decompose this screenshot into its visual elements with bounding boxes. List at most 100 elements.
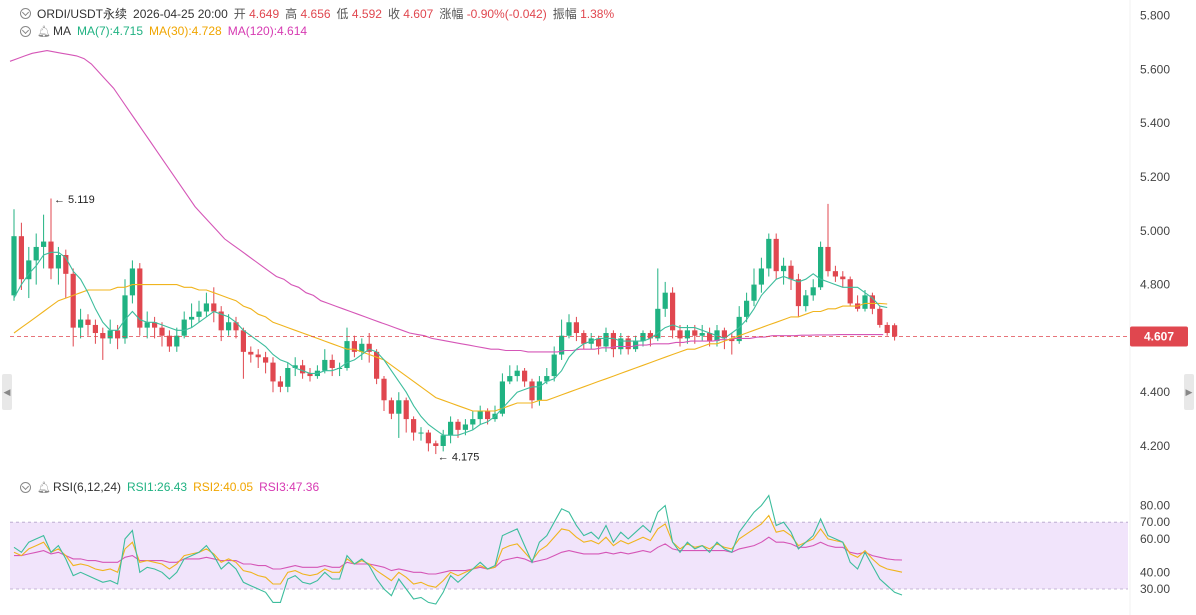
candle-body bbox=[351, 341, 357, 352]
change-label: 涨幅 bbox=[439, 7, 464, 21]
candle bbox=[847, 276, 853, 307]
candle-body bbox=[647, 333, 653, 339]
candle bbox=[85, 314, 91, 336]
candle-body bbox=[633, 341, 639, 350]
candle-body bbox=[248, 351, 254, 355]
candle bbox=[736, 306, 742, 344]
candle bbox=[226, 314, 232, 336]
candle-body bbox=[255, 354, 261, 358]
candle bbox=[470, 411, 476, 430]
candle-body bbox=[781, 265, 787, 272]
candle-body bbox=[448, 421, 454, 436]
candle-body bbox=[640, 333, 646, 342]
price-tick-label: 4.400 bbox=[1140, 385, 1170, 399]
candle bbox=[181, 311, 187, 339]
candle bbox=[159, 322, 165, 347]
candle-body bbox=[736, 316, 742, 342]
collapse-icon[interactable] bbox=[20, 25, 31, 37]
candle bbox=[810, 279, 816, 301]
candle-body bbox=[85, 319, 91, 325]
low-label: 低 bbox=[336, 7, 349, 21]
candle-body bbox=[100, 333, 106, 339]
candle bbox=[115, 324, 121, 350]
candle bbox=[137, 263, 143, 336]
candle bbox=[433, 440, 439, 455]
candle bbox=[758, 257, 764, 293]
candle-body bbox=[618, 338, 624, 350]
ma-header: 🔔︎ MA MA(7):4.715 MA(30):4.728 MA(120):4… bbox=[20, 24, 307, 38]
candle bbox=[411, 416, 417, 441]
candle-body bbox=[211, 303, 217, 312]
candle-body bbox=[766, 238, 772, 269]
scroll-right-button[interactable]: ▶ bbox=[1184, 374, 1194, 410]
candle bbox=[152, 316, 158, 339]
candle bbox=[285, 362, 291, 393]
candle-body bbox=[144, 322, 150, 328]
candle-body bbox=[18, 236, 24, 280]
rsi-band-fill bbox=[10, 522, 1128, 589]
candle bbox=[877, 306, 883, 328]
last-price-label: 4.607 bbox=[1144, 330, 1174, 344]
candle-body bbox=[840, 276, 846, 280]
candle-body bbox=[514, 370, 520, 377]
amplitude-value: 1.38% bbox=[580, 7, 615, 21]
ma30-value: MA(30):4.728 bbox=[149, 24, 222, 38]
candle-body bbox=[433, 443, 439, 446]
price-tick-label: 5.200 bbox=[1140, 170, 1170, 184]
candle bbox=[781, 257, 787, 285]
candle-body bbox=[396, 400, 402, 414]
collapse-icon[interactable] bbox=[20, 8, 31, 19]
candle-body bbox=[307, 373, 313, 377]
candle-body bbox=[374, 351, 380, 379]
candle-body bbox=[270, 362, 276, 382]
candle bbox=[670, 287, 676, 339]
candle bbox=[144, 311, 150, 339]
candle bbox=[892, 323, 898, 341]
candle bbox=[477, 405, 483, 425]
candle bbox=[107, 319, 113, 344]
candle-body bbox=[359, 343, 365, 352]
collapse-icon[interactable] bbox=[20, 481, 31, 493]
datetime-label: 2026-04-25 20:00 bbox=[133, 6, 228, 21]
scroll-left-button[interactable]: ◀ bbox=[2, 374, 12, 410]
candle bbox=[662, 281, 668, 317]
high-label: 高 bbox=[285, 7, 298, 21]
candle-body bbox=[189, 316, 195, 320]
ma120-line bbox=[9, 50, 884, 353]
candle bbox=[189, 303, 195, 328]
price-tick-label: 4.800 bbox=[1140, 278, 1170, 292]
candle-body bbox=[758, 268, 764, 285]
rsi-lines bbox=[13, 494, 903, 605]
candle bbox=[788, 260, 794, 290]
ohlc-header: ORDI/USDT永续 2026-04-25 20:00 开 4.649 高 4… bbox=[20, 5, 614, 22]
candle bbox=[425, 429, 431, 452]
bell-icon[interactable]: 🔔︎ bbox=[37, 481, 51, 494]
candle bbox=[655, 268, 661, 342]
candle-body bbox=[773, 238, 779, 272]
candle-body bbox=[692, 330, 698, 336]
candle bbox=[374, 349, 380, 385]
candle-body bbox=[11, 236, 17, 296]
candle bbox=[248, 346, 254, 363]
candle-body bbox=[847, 279, 853, 304]
low-value: 4.592 bbox=[351, 7, 382, 21]
candle bbox=[78, 308, 84, 339]
candle-body bbox=[684, 330, 690, 339]
bell-icon[interactable]: 🔔︎ bbox=[37, 25, 51, 38]
candle bbox=[270, 357, 276, 393]
candle bbox=[699, 324, 705, 342]
candle-body bbox=[522, 370, 528, 382]
candle bbox=[129, 260, 135, 304]
rsi-tick-label: 80.00 bbox=[1140, 499, 1170, 513]
candle-body bbox=[499, 381, 505, 414]
candle-body bbox=[388, 400, 394, 414]
candle bbox=[48, 198, 54, 280]
candle-body bbox=[226, 322, 232, 331]
candle bbox=[795, 273, 801, 317]
candle bbox=[174, 327, 180, 352]
candle-body bbox=[285, 367, 291, 387]
high-marker-label: ← 5.119 bbox=[54, 194, 95, 206]
candle-body bbox=[610, 333, 616, 350]
candle bbox=[818, 241, 824, 290]
